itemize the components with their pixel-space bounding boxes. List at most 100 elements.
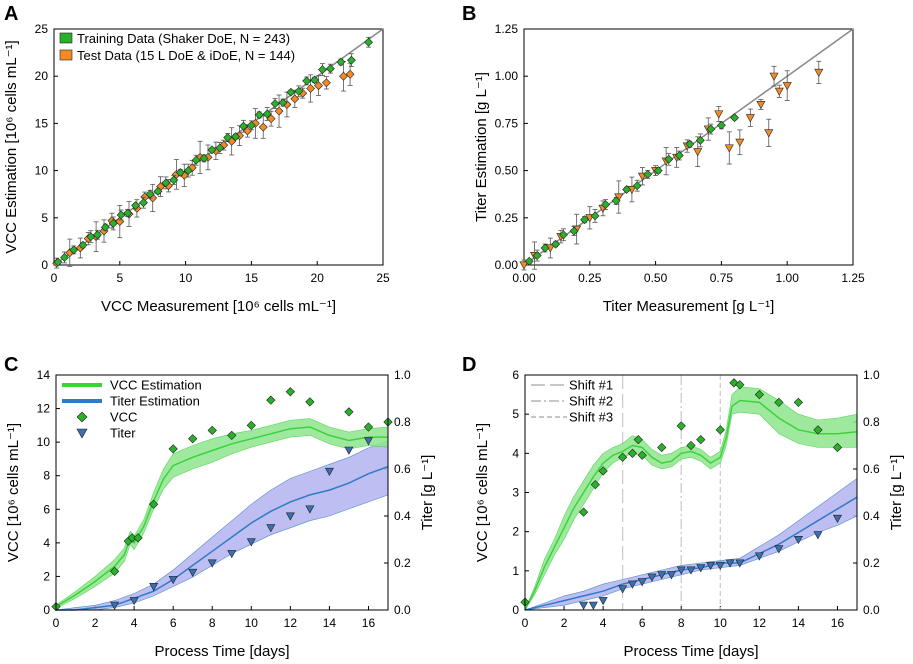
data-point <box>302 76 312 86</box>
panel-label-d: D <box>462 354 476 376</box>
x-axis-title: Titer Measurement [g L⁻¹] <box>603 298 775 315</box>
data-point <box>115 217 125 227</box>
y-tick-label: 1 <box>512 564 519 578</box>
data-point <box>321 78 331 88</box>
x-tick-label: 2 <box>92 616 99 630</box>
data-point <box>611 196 621 206</box>
titer-data-point <box>207 559 217 568</box>
y-tick-label: 12 <box>37 402 51 416</box>
titer-data-point <box>363 437 373 446</box>
panel-c-chart: 0 2 4 6 8 10 12 14 16 0 2 4 6 8 10 12 14 0.0 0.2 0.4 0.6 0.8 1… <box>5 368 436 660</box>
panel-A-plot-frame <box>53 28 384 266</box>
x-axis-title: Process Time [days] <box>623 643 758 660</box>
vcc-data-point <box>133 533 143 543</box>
data-point <box>745 114 755 123</box>
vcc-estimation-line <box>524 399 858 611</box>
data-point <box>183 166 193 176</box>
y2-tick-label: 1.0 <box>863 368 880 382</box>
data-point <box>145 189 155 199</box>
data-point <box>78 240 88 250</box>
vcc-data-point <box>686 440 696 451</box>
data-point <box>100 222 110 232</box>
data-point <box>108 219 118 228</box>
data-point <box>706 124 716 134</box>
data-point <box>601 200 611 210</box>
data-point <box>93 230 102 240</box>
y-tick-label: 3 <box>512 486 519 500</box>
vcc-data-point <box>676 421 686 431</box>
x-tick-label: 16 <box>362 616 376 630</box>
titer-data-point <box>246 538 256 547</box>
titer-data-point <box>149 583 159 592</box>
data-point <box>345 69 355 79</box>
data-point <box>325 64 335 74</box>
x-tick-label: 0 <box>51 271 58 285</box>
y-tick-label: 5 <box>41 211 48 225</box>
data-point <box>339 71 348 81</box>
data-point <box>306 84 316 93</box>
data-point <box>139 198 148 208</box>
x-tick-label: 5 <box>116 271 123 285</box>
x-tick-label: 20 <box>311 271 325 285</box>
titer-data-point <box>110 601 120 610</box>
y2-tick-label: 0.8 <box>863 415 880 429</box>
legend-label: Shift #2 <box>569 394 613 409</box>
data-point <box>774 87 784 96</box>
x-tick-label: 4 <box>600 616 607 630</box>
legend-marker-swatch <box>76 411 88 423</box>
y2-tick-label: 0.0 <box>863 603 880 617</box>
y-tick-label: 0.50 <box>495 164 519 178</box>
x-axis-title: Process Time [days] <box>154 643 289 660</box>
titer-data-point <box>618 585 628 594</box>
data-point <box>730 113 739 123</box>
y-tick-label: 8 <box>43 469 50 483</box>
vcc-estimation-line <box>55 426 388 608</box>
panel-label-a: A <box>4 3 18 25</box>
titer-data-point <box>696 564 706 573</box>
data-point <box>756 101 766 110</box>
data-point <box>215 143 225 153</box>
legend-label: VCC Estimation <box>110 378 202 393</box>
x-tick-label: 14 <box>323 616 337 630</box>
y2-tick-label: 0.8 <box>394 415 411 429</box>
y2-tick-label: 0.4 <box>394 509 411 523</box>
data-point <box>695 135 705 145</box>
x-tick-label: 14 <box>792 616 806 630</box>
titer-estimation-line <box>56 465 389 611</box>
titer-estimation-band <box>55 440 389 611</box>
data-point <box>532 251 542 260</box>
y-tick-label: 0.25 <box>495 211 519 225</box>
titer-data-point <box>344 446 354 455</box>
data-point <box>239 121 248 131</box>
y2-tick-label: 0.2 <box>863 556 880 570</box>
data-point <box>693 148 703 157</box>
panel-B-plot-frame <box>523 28 854 266</box>
titer-data-point <box>285 512 295 521</box>
vcc-data-point <box>246 420 256 430</box>
vcc-data-point <box>578 507 589 517</box>
data-point <box>223 133 233 142</box>
vcc-data-point <box>266 395 276 405</box>
y-axis-title: VCC [10⁶ cells mL⁻¹] <box>474 423 491 562</box>
vcc-data-point <box>188 434 198 444</box>
vcc-data-point <box>598 466 608 476</box>
data-point <box>294 86 304 96</box>
titer-data-point <box>168 575 178 585</box>
data-point <box>60 253 69 262</box>
panel-D-plot-frame <box>524 374 858 611</box>
data-point <box>231 132 241 142</box>
data-point <box>175 168 185 177</box>
data-point <box>685 139 695 149</box>
panel-a-chart: 0 5 10 15 20 25 0 5 10 15 20 25 VCC Measurement [10⁶… <box>3 22 390 315</box>
data-point <box>262 109 272 119</box>
y2-tick-label: 0.6 <box>394 462 411 476</box>
titer-data-point <box>706 561 716 570</box>
y-axis-title: VCC Estimation [10⁶ cells mL⁻¹] <box>3 40 20 253</box>
y-axis-title: Titer Estimation [g L⁻¹] <box>473 72 490 222</box>
data-point <box>364 37 373 47</box>
data-point <box>540 243 550 253</box>
x-tick-label: 12 <box>284 616 298 630</box>
legend-label: Shift #1 <box>569 378 613 393</box>
vcc-data-point <box>813 425 823 435</box>
